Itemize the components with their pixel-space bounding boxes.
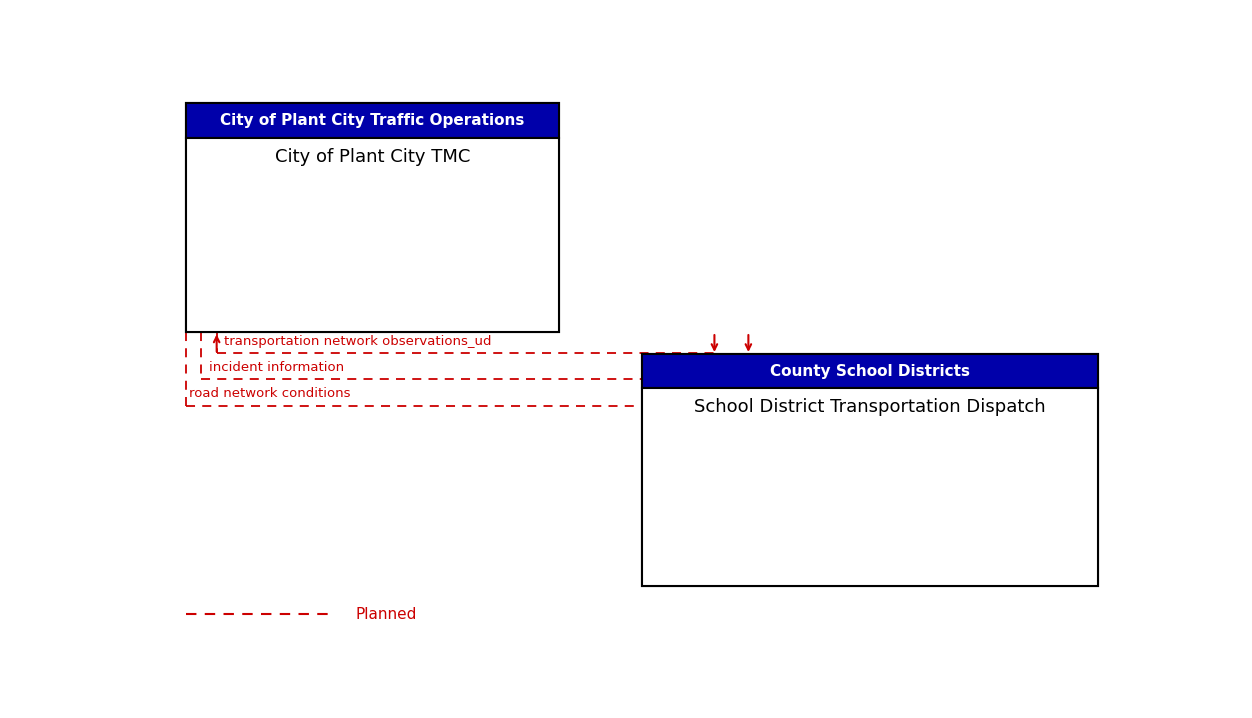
Text: incident information: incident information [209, 360, 344, 373]
Text: transportation network observations_ud: transportation network observations_ud [224, 335, 492, 348]
Text: School District Transportation Dispatch: School District Transportation Dispatch [694, 398, 1045, 416]
Text: road network conditions: road network conditions [189, 387, 351, 400]
Bar [641, 354, 1098, 388]
Bar [185, 139, 560, 332]
Text: Planned: Planned [356, 607, 417, 622]
Text: City of Plant City TMC: City of Plant City TMC [274, 148, 470, 167]
Bar [641, 354, 1098, 587]
Bar [185, 103, 560, 332]
Text: County School Districts: County School Districts [770, 363, 969, 378]
Bar [185, 103, 560, 139]
Bar [641, 388, 1098, 587]
Text: City of Plant City Traffic Operations: City of Plant City Traffic Operations [220, 113, 525, 128]
